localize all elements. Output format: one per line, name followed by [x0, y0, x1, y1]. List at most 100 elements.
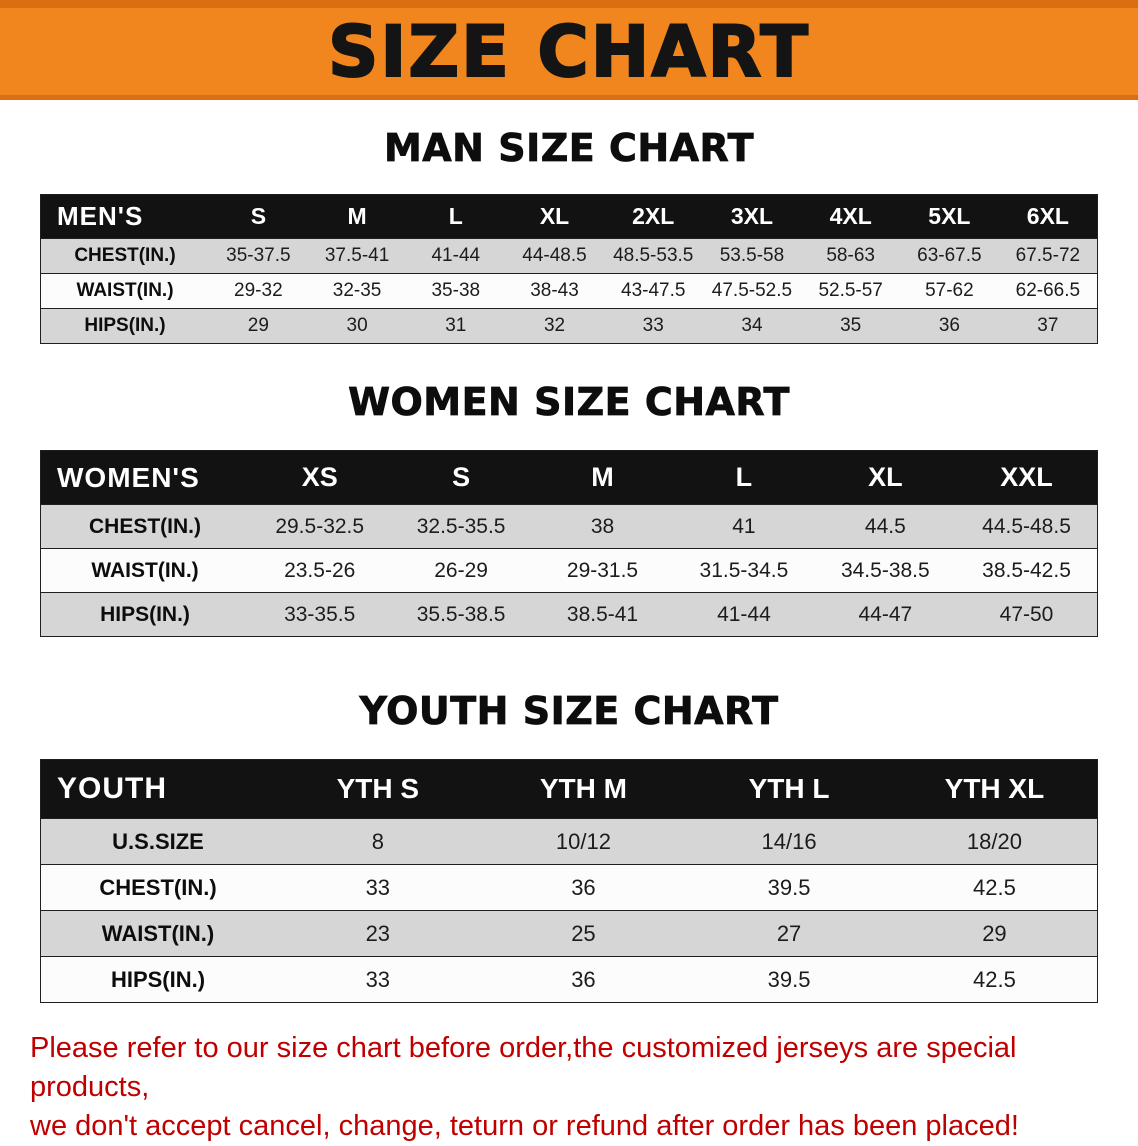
table-cell: 57-62	[925, 280, 974, 301]
table-cell: 38-43	[530, 280, 579, 301]
disclaimer-notice: Please refer to our size chart before or…	[0, 1029, 1138, 1146]
men-size-section: MAN SIZE CHART MEN'S S M L XL 2XL 3XL 4XL 5XL 6XL…	[0, 126, 1138, 344]
table-cell: 25	[571, 920, 596, 946]
table-cell: 58-63	[826, 245, 875, 266]
table-cell: 44.5-48.5	[982, 514, 1071, 538]
table-cell: 41-44	[431, 245, 481, 266]
youth-size-section: YOUTH SIZE CHART YOUTH YTH S YTH M YTH L YTH…	[0, 689, 1138, 1003]
men-size-table: MEN'S S M L XL 2XL 3XL 4XL 5XL 6XL CHEST(IN.) 35-37…	[40, 194, 1098, 344]
table-header-row: YOUTH YTH S YTH M YTH L YTH XL	[40, 759, 1098, 819]
table-cell: 33	[642, 315, 664, 336]
table-cell: 35-37.5	[226, 245, 291, 266]
table-header-row: MEN'S S M L XL 2XL 3XL 4XL 5XL 6XL	[40, 194, 1098, 239]
column-header: S	[209, 194, 308, 239]
table-row: WAIST(IN.) 29-32 32-35 35-38 38-43 43-47.5 47.…	[40, 273, 1098, 309]
table-cell: 42.5	[973, 966, 1016, 992]
column-header: M	[531, 450, 674, 505]
table-cell: 53.5-58	[719, 245, 785, 266]
row-label: WAIST(IN.)	[101, 920, 215, 946]
table-row: HIPS(IN.) 33-35.5 35.5-38.5 38.5-41 41-44 44-…	[40, 592, 1098, 637]
women-size-section: WOMEN SIZE CHART WOMEN'S XS S M L XL XXL CHEST(…	[0, 380, 1138, 637]
table-cell: 36	[938, 315, 960, 336]
table-cell: 10/12	[555, 828, 611, 854]
column-header: XL	[814, 450, 957, 505]
table-cell: 39.5	[767, 874, 811, 900]
table-cell: 34	[741, 315, 763, 336]
table-cell: 8	[371, 828, 384, 854]
table-cell: 41-44	[717, 602, 771, 626]
row-label: CHEST(IN.)	[89, 514, 201, 538]
table-header-row: WOMEN'S XS S M L XL XXL	[40, 450, 1098, 505]
disclaimer-line-1: Please refer to our size chart before or…	[30, 1032, 1017, 1103]
table-cell: 29	[247, 315, 269, 336]
table-cell: 44-48.5	[522, 245, 587, 266]
table-cell: 33	[365, 874, 391, 900]
women-section-heading: WOMEN SIZE CHART	[348, 380, 790, 425]
table-cell: 18/20	[966, 828, 1022, 854]
column-header: L	[406, 194, 506, 239]
table-cell: 33-35.5	[284, 602, 356, 626]
table-cell: 63-67.5	[917, 245, 982, 266]
column-header: XXL	[956, 450, 1098, 505]
column-header: XS	[249, 450, 391, 505]
column-header: YTH L	[686, 759, 892, 819]
column-header: 4XL	[801, 194, 901, 239]
table-cell: 52.5-57	[818, 280, 883, 301]
table-cell: 38.5-42.5	[982, 558, 1071, 582]
column-header: 5XL	[900, 194, 999, 239]
table-cell: 30	[346, 315, 368, 336]
size-chart-banner: SIZE CHART	[0, 0, 1138, 100]
table-cell: 31.5-34.5	[699, 558, 789, 582]
table-cell: 35	[840, 315, 862, 336]
table-cell: 34.5-38.5	[840, 558, 930, 582]
table-row: WAIST(IN.) 23 25 27 29	[40, 910, 1098, 957]
table-cell: 14/16	[761, 828, 817, 854]
table-corner-label: MEN'S	[40, 194, 209, 239]
table-cell: 38.5-41	[566, 602, 639, 626]
table-row: WAIST(IN.) 23.5-26 26-29 29-31.5 31.5-34.5 34…	[40, 548, 1098, 593]
column-header: YTH M	[480, 759, 687, 819]
table-cell: 47.5-52.5	[711, 280, 793, 301]
table-cell: 23	[365, 920, 391, 946]
youth-size-table: YOUTH YTH S YTH M YTH L YTH XL U.S.SIZE 8 10/12…	[40, 759, 1098, 1003]
table-cell: 29	[982, 920, 1007, 946]
table-row: HIPS(IN.) 33 36 39.5 42.5	[40, 956, 1098, 1003]
table-row: U.S.SIZE 8 10/12 14/16 18/20	[40, 818, 1098, 865]
table-cell: 41	[732, 514, 756, 538]
table-cell: 29.5-32.5	[275, 514, 365, 538]
table-row: CHEST(IN.) 35-37.5 37.5-41 41-44 44-48.5 48.5…	[40, 238, 1098, 274]
table-cell: 47-50	[999, 602, 1054, 626]
table-cell: 32-35	[332, 280, 382, 301]
table-row: CHEST(IN.) 33 36 39.5 42.5	[40, 864, 1098, 911]
column-header: M	[307, 194, 407, 239]
table-cell: 43-47.5	[621, 280, 686, 301]
table-cell: 35.5-38.5	[416, 602, 506, 626]
row-label: WAIST(IN.)	[91, 558, 199, 582]
table-cell: 33	[365, 966, 391, 992]
table-cell: 39.5	[767, 966, 811, 992]
table-cell: 38	[590, 514, 615, 538]
column-header: S	[390, 450, 532, 505]
men-section-heading: MAN SIZE CHART	[383, 126, 755, 171]
table-corner-label: WOMEN'S	[40, 450, 249, 505]
women-size-table: WOMEN'S XS S M L XL XXL CHEST(IN.) 29.5-32.5 32.5…	[40, 450, 1098, 637]
row-label: U.S.SIZE	[112, 828, 204, 854]
table-cell: 31	[445, 315, 467, 336]
row-label: HIPS(IN.)	[84, 315, 166, 336]
table-cell: 44.5	[864, 514, 906, 538]
row-label: CHEST(IN.)	[99, 874, 217, 900]
row-label: HIPS(IN.)	[100, 602, 190, 626]
table-cell: 26-29	[434, 558, 488, 582]
table-cell: 36	[571, 874, 596, 900]
table-row: HIPS(IN.) 29 30 31 32 33 34 35 36 37	[40, 308, 1098, 344]
disclaimer-line-2: we don't accept cancel, change, teturn o…	[30, 1110, 1019, 1142]
row-label: WAIST(IN.)	[76, 280, 174, 301]
row-label: CHEST(IN.)	[74, 245, 176, 266]
table-cell: 32.5-35.5	[416, 514, 506, 538]
table-cell: 37.5-41	[324, 245, 390, 266]
table-cell: 32	[543, 315, 566, 336]
row-label: HIPS(IN.)	[110, 966, 206, 992]
table-cell: 35-38	[431, 280, 481, 301]
table-cell: 29-31.5	[566, 558, 639, 582]
column-header: YTH S	[275, 759, 481, 819]
